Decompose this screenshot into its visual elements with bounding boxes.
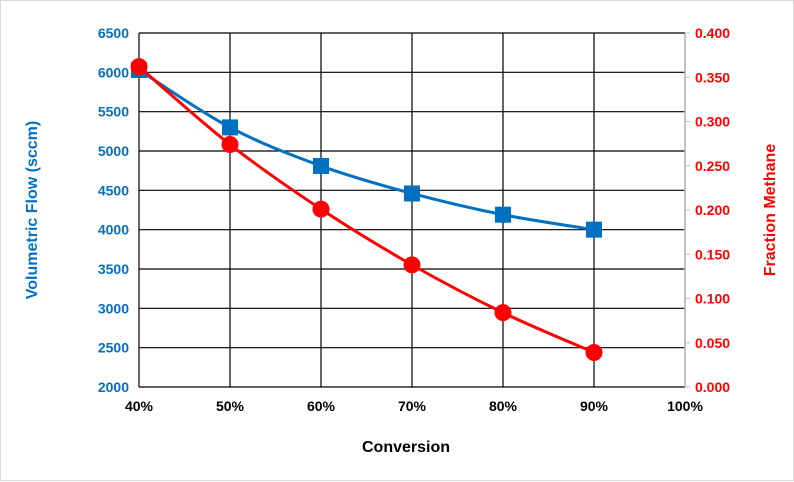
- y-tick-label: 6000: [98, 64, 129, 80]
- y2-tick-label: 0.350: [695, 69, 730, 85]
- y2-tick-label: 0.200: [695, 202, 730, 218]
- y-tick-label: 3000: [98, 300, 129, 316]
- grid-layer: [138, 32, 686, 388]
- y-axis-title: Volumetric Flow (sccm): [24, 121, 41, 299]
- series-layer: [130, 58, 603, 361]
- x-tick-label: 50%: [216, 398, 245, 414]
- circle-marker: [494, 304, 512, 322]
- y2-tick-label: 0.250: [695, 158, 730, 174]
- circle-marker: [585, 343, 603, 361]
- y2-tick-label: 0.050: [695, 335, 730, 351]
- y-tick-label: 2000: [98, 379, 129, 395]
- x-tick-label: 80%: [489, 398, 518, 414]
- y-tick-label: 2500: [98, 340, 129, 356]
- y2-tick-label: 0.400: [695, 25, 730, 41]
- x-tick-label: 70%: [398, 398, 427, 414]
- circle-marker: [130, 58, 148, 76]
- square-marker: [495, 206, 511, 223]
- right-series-line: [138, 65, 595, 354]
- y-tick-label: 4000: [98, 222, 129, 238]
- square-marker: [313, 157, 329, 174]
- y-tick-label: 3500: [98, 261, 129, 277]
- label-layer: Conversion Volumetric Flow (sccm) Fracti…: [24, 121, 779, 456]
- left-series-line: [138, 68, 595, 232]
- square-marker: [222, 119, 238, 136]
- x-tick-label: 90%: [580, 398, 609, 414]
- x-tick-label: 100%: [667, 398, 703, 414]
- circle-marker: [312, 200, 330, 218]
- y-tick-label: 4500: [98, 182, 129, 198]
- y2-tick-label: 0.150: [695, 246, 730, 262]
- y-tick-label: 5500: [98, 104, 129, 120]
- x-axis-title: Conversion: [362, 439, 450, 456]
- y2-tick-label: 0.300: [695, 114, 730, 130]
- y-tick-label: 5000: [98, 143, 129, 159]
- y2-tick-label: 0.100: [695, 291, 730, 307]
- y2-tick-label: 0.000: [695, 379, 730, 395]
- circle-marker: [403, 256, 421, 274]
- square-marker: [404, 185, 420, 202]
- x-tick-label: 60%: [307, 398, 336, 414]
- axis-layer: 2000 2500 3000 3500 4000 4500 5000 5500 6000 6500…: [98, 25, 730, 414]
- y-tick-label: 6500: [98, 25, 129, 41]
- y2-axis-title: Fraction Methane: [762, 144, 779, 277]
- x-tick-label: 40%: [125, 398, 154, 414]
- circle-marker: [221, 136, 239, 154]
- square-marker: [586, 221, 602, 238]
